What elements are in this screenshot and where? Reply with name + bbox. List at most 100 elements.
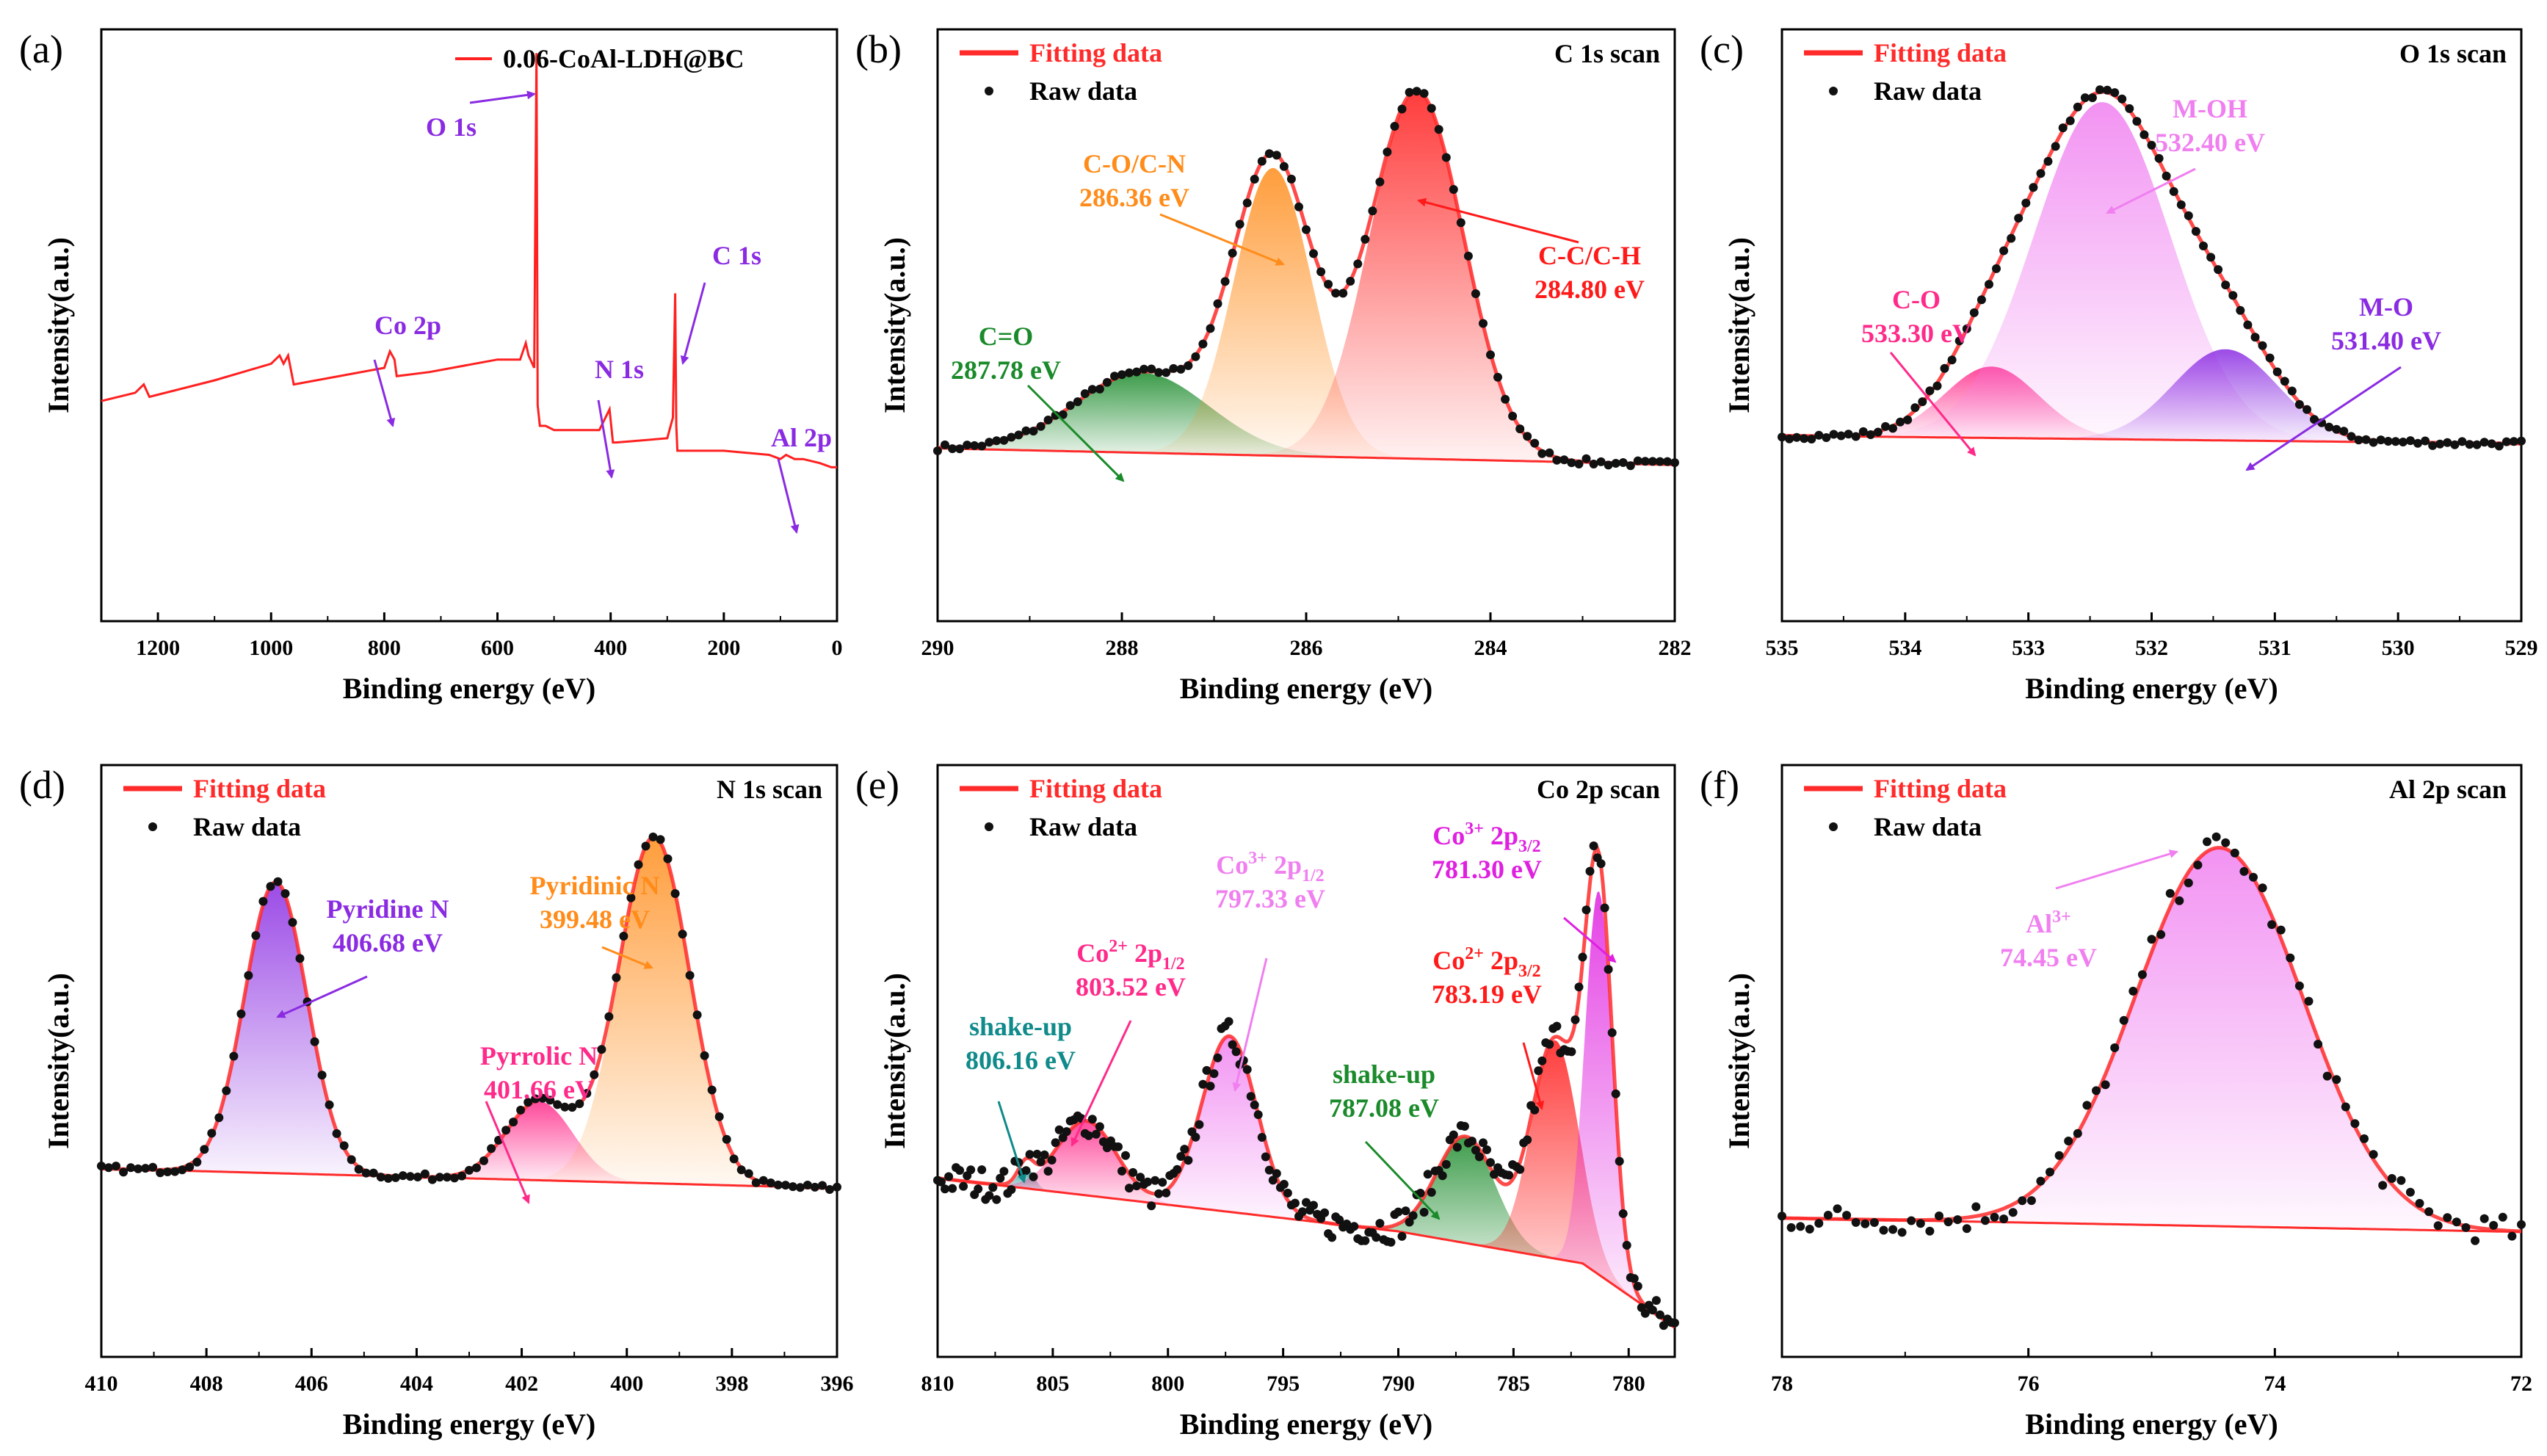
raw-data-point [376,1173,385,1182]
raw-data-point [2509,437,2518,446]
raw-data-point [1574,460,1584,468]
raw-data-point [2517,1220,2526,1229]
raw-data-point [1250,175,1259,184]
raw-data-point [2479,438,2489,447]
raw-data-point [1947,355,1957,365]
raw-data-point [119,1167,128,1177]
raw-data-point [266,882,275,891]
raw-data-point [1419,89,1429,98]
raw-data-point [1943,1217,1953,1227]
raw-data-point [1479,319,1488,328]
raw-data-point [229,1051,239,1061]
peak-energy-label: 797.33 eV [1215,884,1325,913]
raw-data-point [2162,171,2171,181]
raw-data-point [1110,372,1119,381]
raw-data-point [1143,1177,1153,1187]
raw-data-point [369,1168,378,1178]
raw-data-point [1449,1130,1458,1140]
raw-data-point [1844,430,1853,439]
raw-data-point [2080,93,2090,103]
raw-data-point [795,1183,805,1192]
peak-energy-label: 806.16 eV [965,1046,1076,1075]
plot-frame [100,28,838,623]
raw-data-point [1320,1208,1330,1217]
peak-energy-label: 401.66 eV [484,1075,594,1104]
peak-annotation-label: O 1s [426,112,477,142]
raw-data-point [2243,320,2253,330]
raw-data-point [1327,1233,1337,1242]
component-peak-area [469,837,837,1189]
peak-annotation-arrow [2055,850,2178,890]
raw-data-point [170,1167,180,1176]
raw-data-point [1412,87,1421,96]
raw-data-point [1471,1145,1480,1155]
peak-name-superscript: 3+ [2052,908,2071,927]
panel-label: (b) [855,27,902,71]
raw-data-point [1386,1237,1396,1247]
raw-data-point [1065,401,1075,410]
raw-data-point [1405,1217,1414,1227]
raw-data-point [1903,415,1913,424]
raw-data-point [236,1009,246,1018]
raw-data-point [670,889,680,898]
peak-name-label: Pyrrolic N [480,1041,598,1071]
x-tick-label: 406 [295,1372,328,1396]
raw-data-point [2314,1040,2323,1049]
component-peak-area [1955,349,2496,443]
peak-annotation-label: Al 2p [771,423,832,452]
raw-data-point [2303,405,2311,414]
raw-data-point [1786,1223,1796,1232]
legend-raw-marker [985,87,993,95]
raw-data-point [2073,102,2082,112]
raw-data-point [1121,1151,1130,1160]
raw-data-point [1567,1047,1576,1057]
x-tick-label: 290 [921,636,954,660]
raw-data-point [560,1102,570,1112]
raw-data-point [1286,174,1296,184]
raw-data-point [802,1181,812,1189]
raw-data-point [1025,1150,1035,1159]
raw-data-point [2125,104,2134,113]
raw-data-point [1209,1069,1219,1079]
raw-data-point [1582,454,1591,463]
raw-data-point [1264,149,1274,159]
raw-data-point [2140,130,2149,140]
peak-name-label: M-OH [2173,94,2247,123]
raw-data-point [977,441,987,451]
raw-data-point [2387,1174,2396,1183]
raw-data-point [2415,1198,2424,1208]
raw-data-point [1176,364,1186,374]
raw-data-point [2421,436,2430,446]
raw-data-point [1796,1222,1805,1231]
raw-data-point [1534,1066,1543,1076]
raw-data-point [1419,1208,1429,1217]
raw-data-point [2287,386,2297,396]
raw-data-point [1298,1207,1307,1217]
raw-data-point [1916,1219,1925,1228]
raw-data-point [1279,1179,1289,1189]
raw-data-point [1261,1152,1270,1162]
raw-data-point [1999,246,2009,256]
raw-data-point [1663,457,1672,466]
raw-data-point [634,860,643,869]
x-tick-label: 795 [1267,1372,1300,1396]
panel-a: 1200 1000 800 600 400 200 0 Binding energy (eV)… [19,27,843,705]
raw-data-point [2472,440,2482,449]
raw-data-point [751,1178,761,1187]
raw-data-point [1154,1189,1164,1198]
raw-data-point [1629,1274,1639,1283]
raw-data-point [2258,883,2267,893]
raw-data-point [2110,1043,2120,1052]
raw-data-point [2236,305,2245,315]
peak-annotation-arrow [1026,384,1125,482]
raw-data-point [744,1169,753,1178]
raw-data-point [1375,177,1385,186]
raw-data-point [1493,372,1502,382]
x-tick-label: 785 [1497,1372,1530,1396]
raw-data-point [2128,986,2138,996]
raw-data-point [2203,837,2211,847]
x-tick-label: 396 [821,1372,854,1396]
raw-data-point [104,1163,113,1173]
raw-data-point [714,1112,724,1121]
